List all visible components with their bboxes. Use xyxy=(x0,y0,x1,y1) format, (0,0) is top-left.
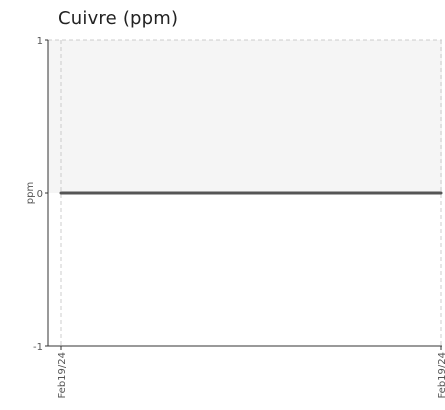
x-tick-label: Feb19/24 xyxy=(57,352,68,399)
shaded-band xyxy=(48,40,442,193)
y-tick-label: 1 xyxy=(37,36,43,47)
x-tick-label: Feb19/24 xyxy=(437,352,445,399)
data-point xyxy=(59,191,63,195)
y-axis-label: ppm xyxy=(25,182,36,204)
data-point xyxy=(439,191,443,195)
chart-title: Cuivre (ppm) xyxy=(58,8,179,29)
y-tick-label: -1 xyxy=(33,342,43,353)
y-tick-label: 0 xyxy=(37,189,43,200)
